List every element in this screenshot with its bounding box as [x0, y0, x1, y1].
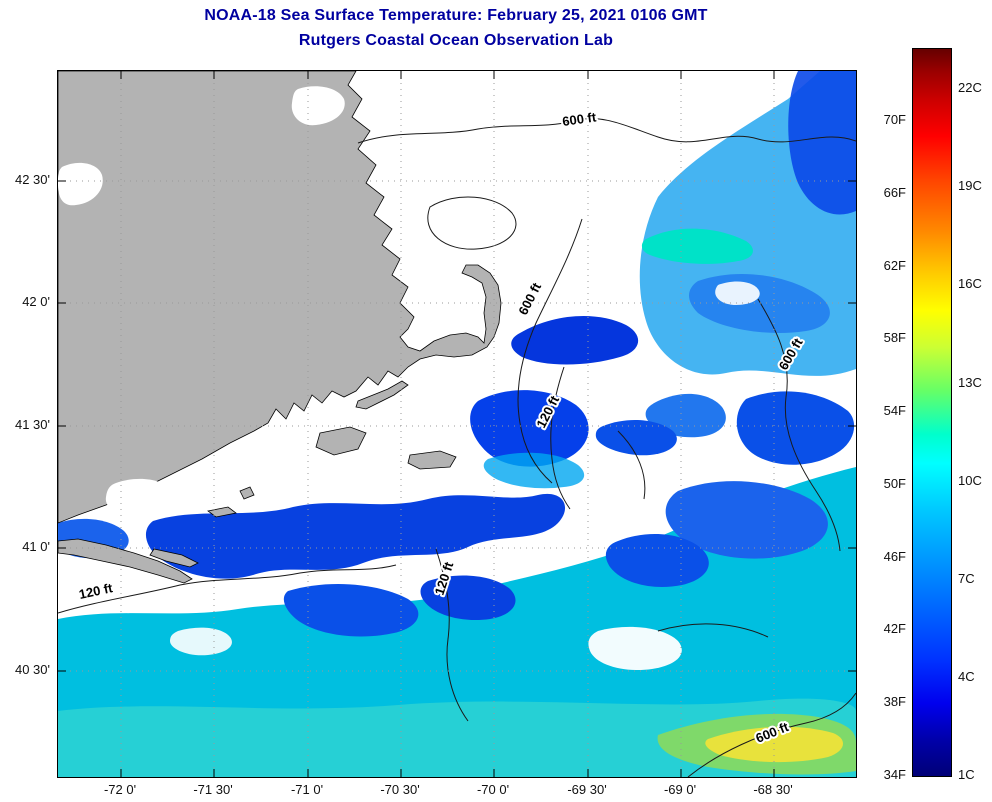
fishers-island	[207, 506, 237, 518]
colorbar-c-label: 13C	[958, 375, 982, 390]
colorbar-f-label: 66F	[883, 185, 906, 200]
colorbar-c-label: 4C	[958, 669, 975, 684]
colorbar-f-label: 50F	[883, 476, 906, 491]
y-tick-label: 41 30'	[14, 417, 50, 432]
x-tick-label: -68 30'	[753, 782, 793, 797]
colorbar-f-label: 46F	[883, 549, 906, 564]
colorbar-c-label: 1C	[958, 767, 975, 782]
contour-label-600ft: 600 ft	[515, 280, 544, 318]
long-island	[58, 538, 193, 584]
y-tick-label: 42 0'	[22, 294, 50, 309]
contour-label-120ft: 120 ft	[78, 580, 115, 602]
colorbar-c-label: 19C	[958, 178, 982, 193]
colorbar-c-label: 22C	[958, 80, 982, 95]
colorbar-c-label: 16C	[958, 276, 982, 291]
land	[58, 71, 502, 584]
contour-label-600ft: 600 ft	[561, 109, 597, 129]
colorbar-c-label: 7C	[958, 571, 975, 586]
colorbar-c-label: 10C	[958, 473, 982, 488]
x-tick-label: -70 0'	[476, 782, 510, 797]
x-tick-label: -71 30'	[193, 782, 233, 797]
land-gaps	[58, 86, 345, 518]
mainland	[58, 71, 502, 524]
y-tick-label: 41 0'	[22, 539, 50, 554]
nantucket	[407, 450, 457, 470]
colorbar-f-label: 62F	[883, 258, 906, 273]
y-tick-label: 40 30'	[14, 662, 50, 677]
colorbar-f-label: 34F	[883, 767, 906, 782]
y-tick-label: 42 30'	[14, 172, 50, 187]
map-title: NOAA-18 Sea Surface Temperature: Februar…	[204, 7, 708, 24]
colorbar-f-label: 70F	[883, 112, 906, 127]
block-island	[239, 486, 255, 500]
x-tick-label: -71 0'	[290, 782, 324, 797]
axis-ticks	[58, 71, 856, 777]
colorbar-f-label: 38F	[883, 694, 906, 709]
x-tick-label: -69 30'	[567, 782, 607, 797]
marthas-vineyard	[315, 426, 367, 456]
x-tick-label: -70 30'	[380, 782, 420, 797]
depth-contours	[58, 118, 856, 777]
map-canvas: 600 ft 600 ft 600 ft 600 ft 120 ft 120 f…	[58, 71, 856, 777]
colorbar-f-label: 58F	[883, 330, 906, 345]
colorbar-f-label: 54F	[883, 403, 906, 418]
gridlines	[58, 71, 856, 777]
x-tick-label: -72 0'	[103, 782, 137, 797]
x-tick-label: -69 0'	[663, 782, 697, 797]
long-island-north-fork	[149, 548, 199, 568]
cloud-gaps	[170, 281, 760, 671]
map-subtitle: Rutgers Coastal Ocean Observation Lab	[298, 32, 614, 49]
map-area: 600 ft 600 ft 600 ft 600 ft 120 ft 120 f…	[57, 70, 857, 778]
colorbar-gradient	[912, 48, 952, 777]
colorbar-f-label: 42F	[883, 621, 906, 636]
elizabeth-islands	[355, 380, 409, 410]
sst-field	[58, 71, 856, 777]
